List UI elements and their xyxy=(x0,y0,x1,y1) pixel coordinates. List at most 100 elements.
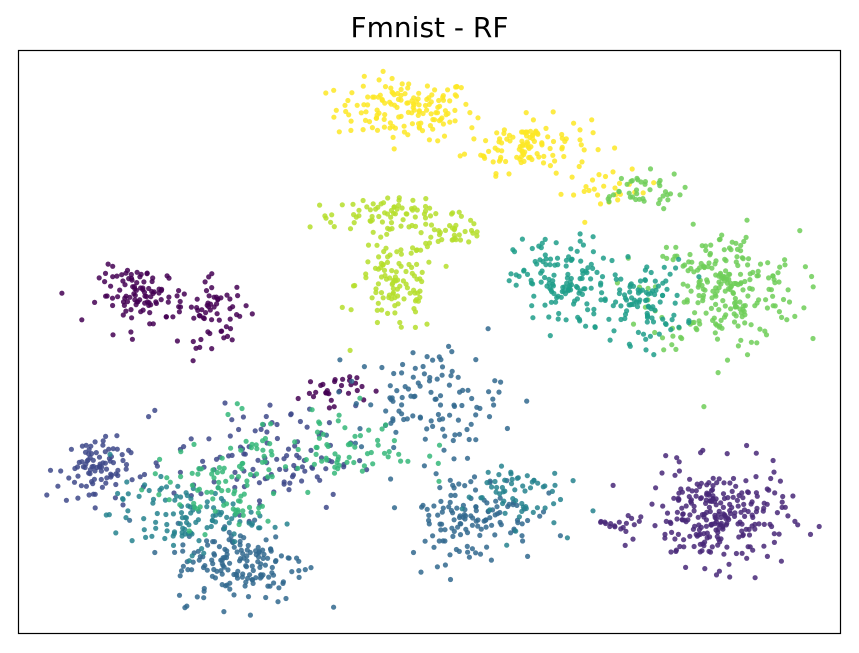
data-point xyxy=(714,480,720,486)
data-point xyxy=(362,117,369,123)
data-point xyxy=(363,271,369,277)
data-point xyxy=(661,206,667,212)
data-point xyxy=(166,497,172,503)
data-point xyxy=(757,261,764,267)
data-point xyxy=(244,478,250,484)
data-point xyxy=(354,375,360,381)
data-point xyxy=(433,471,439,477)
data-point xyxy=(591,311,597,317)
data-point xyxy=(123,293,129,299)
data-point xyxy=(701,404,707,410)
data-point xyxy=(722,256,728,262)
data-point xyxy=(582,219,588,225)
data-point xyxy=(365,259,371,265)
data-point xyxy=(335,466,341,472)
data-point xyxy=(470,515,476,521)
data-point xyxy=(152,471,158,477)
data-point xyxy=(749,523,755,529)
data-point xyxy=(347,441,354,447)
data-point xyxy=(664,255,670,261)
data-point xyxy=(599,290,605,296)
data-point xyxy=(720,504,727,510)
data-point xyxy=(244,547,250,553)
data-point xyxy=(422,215,429,221)
data-point xyxy=(436,478,442,484)
data-point xyxy=(676,459,682,465)
data-point xyxy=(714,322,720,328)
data-point xyxy=(574,248,580,254)
data-point xyxy=(757,326,763,332)
data-point xyxy=(447,119,453,125)
data-point xyxy=(643,336,649,342)
data-point xyxy=(627,289,633,295)
data-point xyxy=(137,474,143,480)
data-point xyxy=(652,278,658,284)
data-point xyxy=(242,451,248,457)
data-point xyxy=(221,564,227,570)
data-point xyxy=(307,224,313,230)
data-point xyxy=(92,299,98,305)
data-point xyxy=(163,484,170,490)
data-point xyxy=(141,471,148,478)
data-point xyxy=(790,493,796,499)
data-point xyxy=(219,571,225,577)
data-point xyxy=(436,538,442,544)
data-point xyxy=(626,302,632,308)
data-point xyxy=(726,271,732,277)
data-point xyxy=(225,411,231,418)
data-point xyxy=(216,544,222,550)
data-point xyxy=(566,254,572,260)
data-point xyxy=(736,534,742,540)
data-point xyxy=(256,505,262,511)
data-point xyxy=(510,247,516,253)
data-point xyxy=(132,292,138,298)
data-point xyxy=(430,533,436,539)
data-point xyxy=(534,505,541,511)
data-point xyxy=(424,244,430,250)
data-point xyxy=(661,347,667,353)
data-point xyxy=(410,413,416,419)
data-point xyxy=(170,314,176,320)
data-point xyxy=(642,267,649,273)
data-point xyxy=(663,453,669,459)
data-point xyxy=(486,148,492,154)
data-point xyxy=(618,303,624,309)
data-point xyxy=(610,482,616,488)
data-point xyxy=(204,567,210,573)
data-point xyxy=(209,346,215,352)
data-point xyxy=(543,262,549,268)
data-point xyxy=(194,305,200,311)
data-point xyxy=(262,562,268,568)
data-point xyxy=(195,471,201,477)
data-point xyxy=(585,307,591,313)
data-point xyxy=(211,304,217,310)
data-point xyxy=(447,499,453,505)
data-point xyxy=(374,107,380,113)
data-point xyxy=(696,532,702,538)
data-point xyxy=(693,325,699,331)
data-point xyxy=(756,297,762,303)
data-point xyxy=(714,336,721,342)
data-point xyxy=(608,521,614,527)
data-point xyxy=(451,456,457,462)
data-point xyxy=(562,291,569,297)
data-point xyxy=(662,321,669,327)
data-point xyxy=(336,389,342,395)
data-point xyxy=(696,292,702,299)
data-point xyxy=(292,439,298,445)
data-point xyxy=(133,302,139,308)
data-point xyxy=(716,568,723,574)
data-point xyxy=(642,181,648,187)
data-point xyxy=(728,306,734,312)
data-point xyxy=(137,297,143,303)
data-point xyxy=(725,495,731,501)
data-point xyxy=(115,467,121,473)
data-point xyxy=(510,496,516,502)
data-point xyxy=(210,496,216,502)
data-point xyxy=(337,357,343,363)
data-point xyxy=(568,246,574,252)
data-point xyxy=(628,281,634,287)
data-point xyxy=(310,394,317,400)
data-point xyxy=(589,177,596,183)
data-point xyxy=(703,500,709,506)
